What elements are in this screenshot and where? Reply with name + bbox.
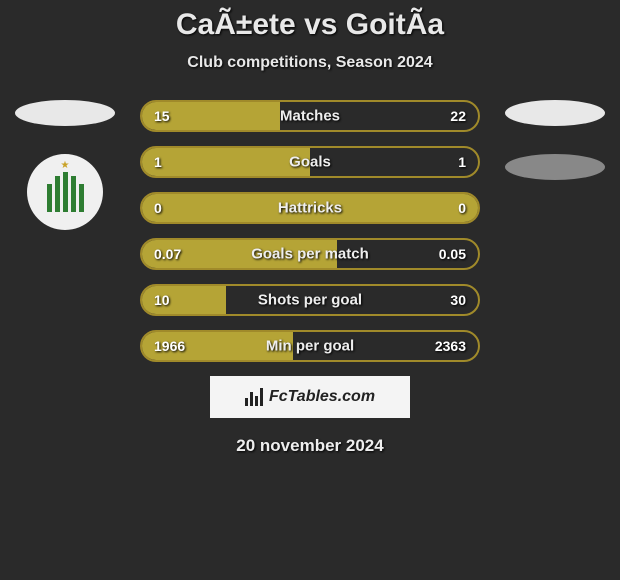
stat-left-value: 1 (154, 154, 162, 170)
date-text: 20 november 2024 (0, 436, 620, 456)
content: ★ 15 22 Matches 1 1 Goals 0 0 Hattricks 0.07 0.05 G… (0, 100, 620, 456)
stat-left-value: 10 (154, 292, 170, 308)
stat-label: Hattricks (278, 200, 342, 217)
stat-row: 15 22 Matches (140, 100, 480, 132)
player-photo-placeholder-left (15, 100, 115, 126)
right-player-column (500, 100, 610, 180)
left-player-column: ★ (10, 100, 120, 230)
stat-label: Shots per goal (258, 292, 362, 309)
badge-stripes-icon (47, 172, 84, 212)
stat-left-value: 15 (154, 108, 170, 124)
page-title: CaÃ±ete vs GoitÃ­a (0, 8, 620, 42)
stat-label: Goals per match (251, 246, 369, 263)
stat-right-value: 2363 (435, 338, 466, 354)
stat-label: Min per goal (266, 338, 354, 355)
stat-left-value: 1966 (154, 338, 185, 354)
watermark: FcTables.com (210, 376, 410, 418)
stat-bar-right-fill (310, 148, 478, 176)
stat-left-value: 0.07 (154, 246, 181, 262)
stat-label: Matches (280, 108, 340, 125)
club-badge-left: ★ (27, 154, 103, 230)
stat-right-value: 0.05 (439, 246, 466, 262)
page-subtitle: Club competitions, Season 2024 (0, 54, 620, 72)
player-photo-placeholder-right (505, 100, 605, 126)
watermark-text: FcTables.com (269, 388, 375, 406)
stat-row: 0 0 Hattricks (140, 192, 480, 224)
stat-row: 1966 2363 Min per goal (140, 330, 480, 362)
stat-row: 10 30 Shots per goal (140, 284, 480, 316)
stats-bars: 15 22 Matches 1 1 Goals 0 0 Hattricks 0.07 0.05 Goa… (140, 100, 480, 362)
header: CaÃ±ete vs GoitÃ­a Club competitions, Se… (0, 0, 620, 72)
bars-icon (245, 388, 263, 406)
stat-right-value: 1 (458, 154, 466, 170)
club-badge-placeholder-right (505, 154, 605, 180)
stat-label: Goals (289, 154, 331, 171)
stat-right-value: 30 (450, 292, 466, 308)
stat-row: 1 1 Goals (140, 146, 480, 178)
stat-row: 0.07 0.05 Goals per match (140, 238, 480, 270)
stat-right-value: 0 (458, 200, 466, 216)
star-icon: ★ (61, 160, 70, 171)
stat-left-value: 0 (154, 200, 162, 216)
stat-bar-left-fill (142, 148, 310, 176)
stat-right-value: 22 (450, 108, 466, 124)
